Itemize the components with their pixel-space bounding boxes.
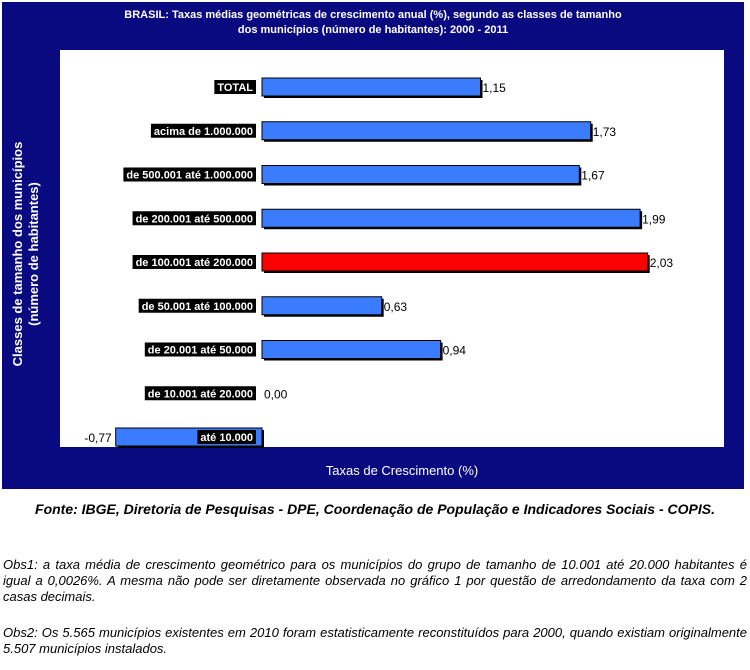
category-label: de 200.001 até 500.000	[136, 213, 253, 225]
chart-title-line-2: dos municípios (número de habitantes): 2…	[237, 24, 509, 36]
category-label-box	[144, 386, 256, 401]
data-label: 1,67	[581, 169, 605, 183]
source-note: Fonte: IBGE, Diretoria de Pesquisas - DP…	[35, 501, 715, 517]
bar	[261, 296, 383, 316]
category-label-box	[132, 255, 256, 269]
data-label: 0,94	[443, 344, 467, 358]
bar	[261, 121, 592, 141]
category-label: de 500.001 até 1.000.000	[126, 170, 253, 182]
bar	[261, 208, 641, 228]
data-label: 1,73	[593, 125, 617, 139]
category-label: de 50.001 até 100.000	[142, 301, 253, 313]
bar	[261, 165, 580, 184]
category-label: de 10.001 até 20.000	[148, 388, 253, 400]
data-label: -0,77	[84, 431, 112, 445]
bar	[261, 340, 442, 359]
category-label-box	[150, 123, 256, 138]
data-label: 0,63	[384, 300, 408, 314]
category-label-box	[197, 430, 256, 444]
plot-area	[60, 50, 724, 447]
category-label: acima de 1.000.000	[154, 126, 253, 138]
category-label: de 100.001 até 200.000	[136, 257, 253, 269]
category-label-box	[138, 298, 256, 313]
data-label: 1,15	[483, 81, 507, 95]
chart-title-line-1: BRASIL: Taxas médias geométricas de cres…	[124, 9, 622, 21]
category-label-box	[123, 167, 256, 182]
observation-2: Obs2: Os 5.565 municípios existentes em …	[3, 625, 747, 656]
bar	[261, 77, 481, 97]
category-label-box	[214, 80, 256, 94]
data-label: 0,00	[264, 387, 288, 401]
bar-chart-svg: TOTAL 1,15 acima de 1.000.000 1,73 de 500.00…	[84, 77, 674, 448]
chart-title: BRASIL: Taxas médias geométricas de cres…	[2, 8, 744, 38]
category-label: de 20.001 até 50.000	[148, 345, 253, 357]
category-label: TOTAL	[217, 82, 253, 94]
category-label-box	[132, 211, 256, 226]
category-label-box	[144, 342, 256, 357]
observation-1: Obs1: a taxa média de crescimento geomét…	[3, 557, 747, 604]
bar	[261, 252, 649, 272]
data-label: 1,99	[642, 212, 666, 226]
data-label: 2,03	[650, 256, 674, 270]
category-label: até 10.000	[200, 432, 253, 444]
x-axis-title: Taxas de Crescimento (%)	[325, 463, 479, 478]
